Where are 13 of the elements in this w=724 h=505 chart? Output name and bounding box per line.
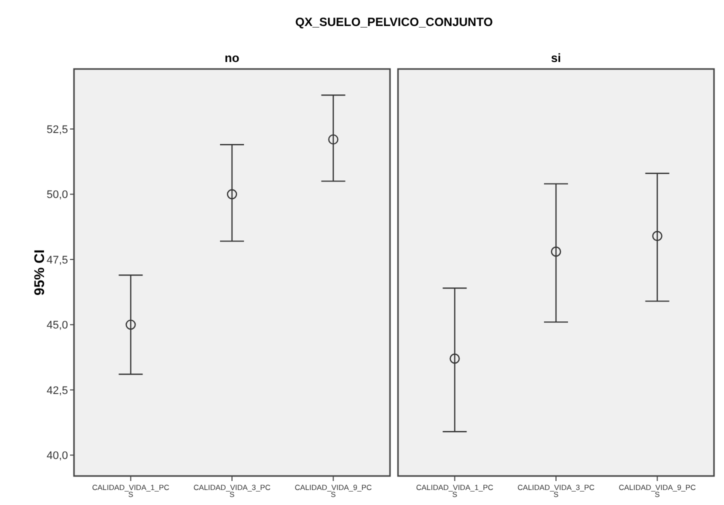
y-tick-label: 40,0	[46, 450, 68, 462]
y-tick-label: 52,5	[46, 124, 68, 136]
y-tick-label: 50,0	[46, 189, 68, 202]
y-tick-label: 45,0	[46, 320, 68, 332]
point	[328, 134, 338, 145]
point	[126, 320, 136, 330]
y-axis-title: 95% CI	[31, 250, 47, 296]
chart-subtitle: no	[224, 51, 240, 65]
y-tick-label: 42,5	[46, 384, 68, 397]
chart-subtitle: si	[550, 51, 562, 65]
point	[226, 189, 238, 200]
chart-title: QX_SUELO_PELVICO_CONJUNTO	[295, 15, 493, 29]
y-tick-label: 47,5	[46, 254, 68, 266]
